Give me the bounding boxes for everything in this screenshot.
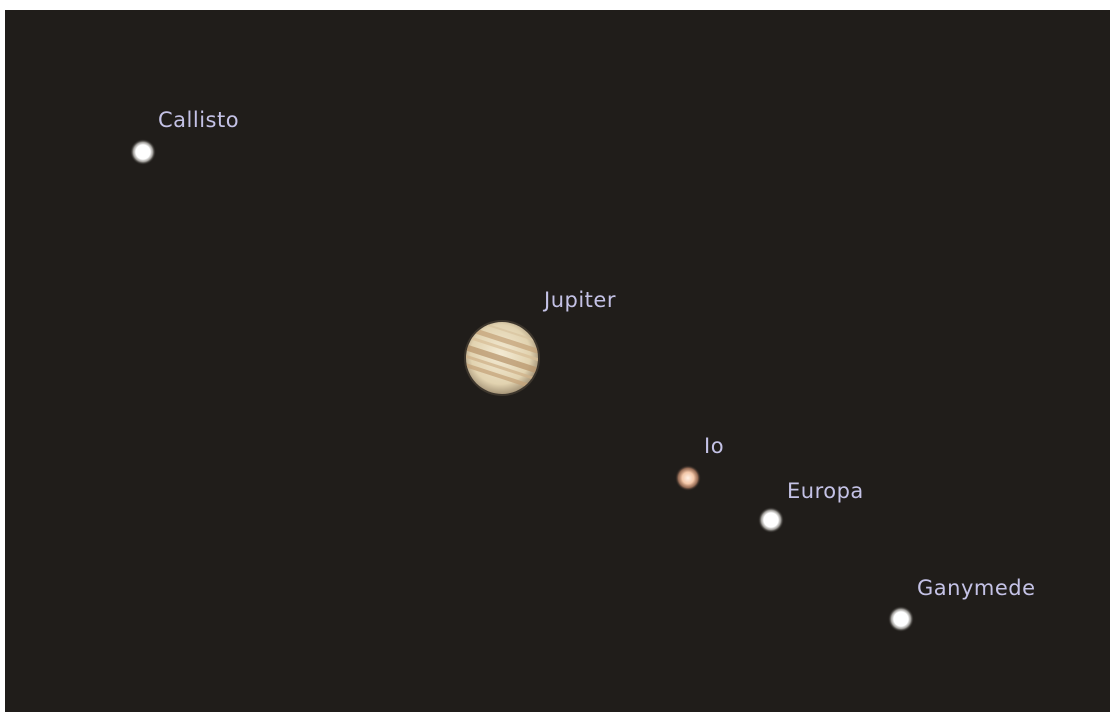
body-label: Ganymede	[917, 576, 1036, 600]
sky-view: Callisto Jupiter Io Europa Ganymede	[0, 0, 1113, 716]
ganymede	[888, 606, 914, 632]
body-label: Callisto	[158, 108, 239, 132]
body-label: Io	[704, 434, 724, 458]
europa	[758, 507, 784, 533]
body-label: Jupiter	[542, 288, 616, 312]
page: Callisto Jupiter Io Europa Ganymede (() …	[0, 0, 1113, 716]
callisto	[130, 139, 156, 165]
io	[675, 465, 701, 491]
body-label: Europa	[787, 479, 864, 503]
